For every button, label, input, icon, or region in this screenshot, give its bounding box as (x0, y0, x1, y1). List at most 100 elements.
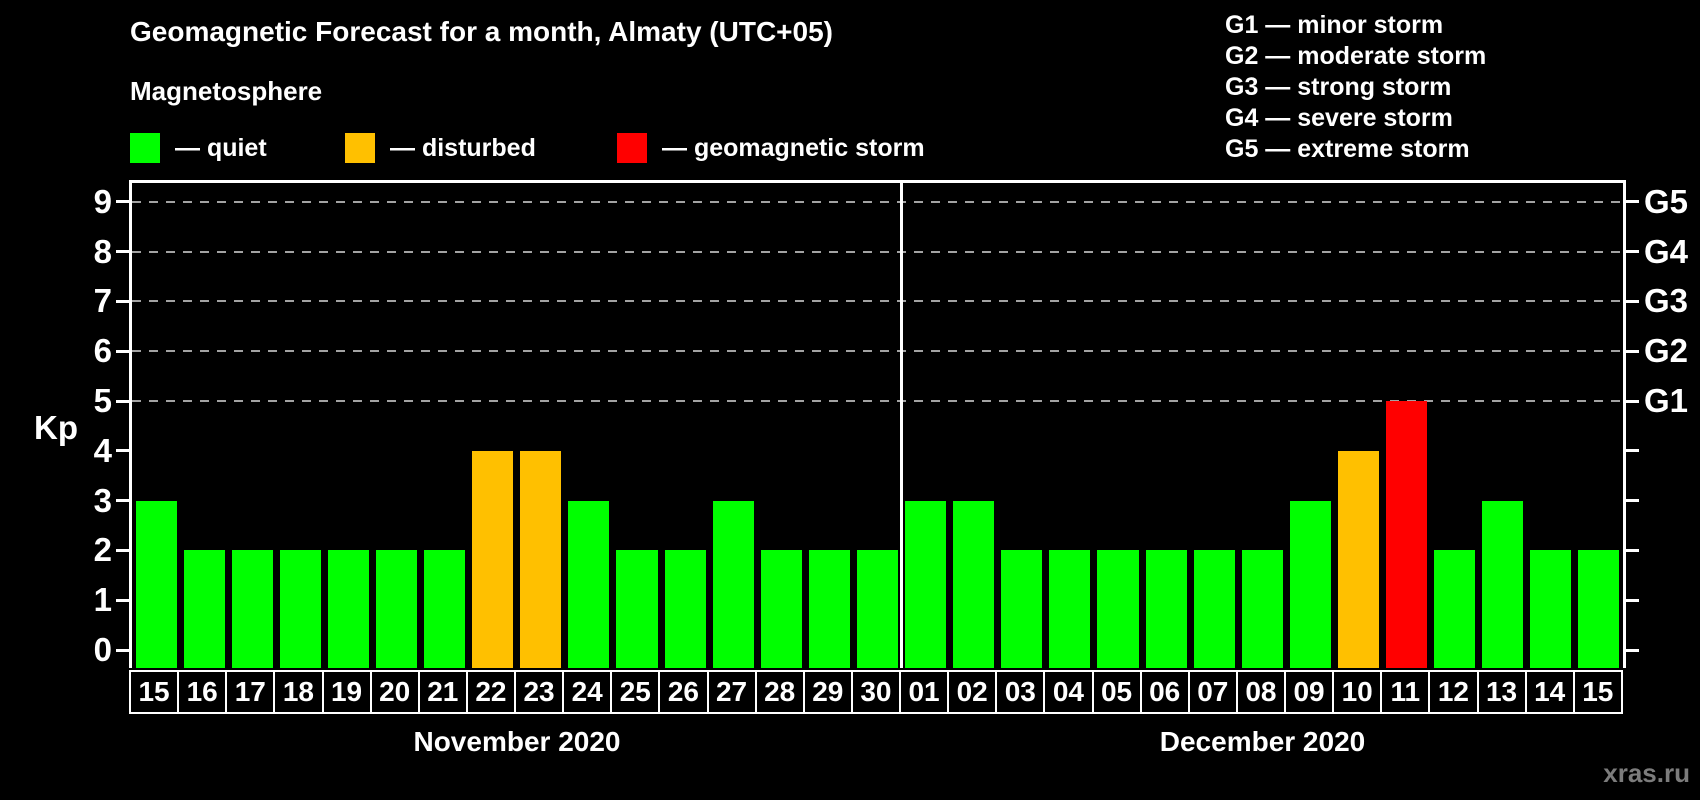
plot-area (129, 180, 1626, 668)
day-cell-26: 26 (658, 670, 709, 714)
day-cell-07: 07 (1187, 670, 1238, 714)
bar-day-14 (1530, 550, 1572, 668)
day-cell-05: 05 (1091, 670, 1142, 714)
bar-day-17 (231, 550, 273, 668)
y-tick-label-1: 1 (93, 581, 112, 619)
day-cell-25: 25 (610, 670, 661, 714)
day-cell-03: 03 (995, 670, 1046, 714)
right-tick-4 (1626, 449, 1639, 453)
day-cell-02: 02 (947, 670, 998, 714)
g-legend-line-5: G5 — extreme storm (1225, 135, 1470, 163)
legend-swatch-disturbed (345, 133, 375, 163)
y-tick-5 (116, 399, 129, 403)
day-cell-15: 15 (1572, 670, 1623, 714)
right-tick-0 (1626, 648, 1639, 652)
bar-day-08 (1241, 550, 1283, 668)
bar-day-18 (279, 550, 321, 668)
bar-day-15 (1578, 550, 1620, 668)
gridline-kp9 (132, 200, 1623, 203)
bar-day-15 (135, 500, 177, 668)
bar-day-04 (1049, 550, 1091, 668)
day-cell-09: 09 (1284, 670, 1335, 714)
day-cell-17: 17 (225, 670, 276, 714)
bar-day-30 (856, 550, 899, 668)
bar-day-07 (1193, 550, 1235, 668)
y-tick-1 (116, 598, 129, 602)
y-tick-label-7: 7 (93, 282, 112, 320)
g-legend-line-2: G2 — moderate storm (1225, 42, 1487, 70)
bar-day-16 (183, 550, 225, 668)
legend-item-quiet: — quiet (130, 132, 267, 164)
y-tick-label-4: 4 (93, 431, 112, 469)
g-scale-legend: G1 — minor storm G2 — moderate storm G3 — … (1225, 10, 1486, 165)
day-cell-06: 06 (1139, 670, 1190, 714)
right-tick-5 (1626, 399, 1639, 403)
legend-swatch-storm (617, 133, 647, 163)
bar-day-06 (1145, 550, 1187, 668)
bar-day-09 (1289, 500, 1331, 668)
y-tick-label-8: 8 (93, 232, 112, 270)
watermark: xras.ru (1603, 758, 1690, 788)
right-tick-6 (1626, 349, 1639, 353)
day-cell-27: 27 (706, 670, 757, 714)
right-axis-label-g4: G4 (1644, 232, 1689, 270)
day-cell-28: 28 (754, 670, 805, 714)
bar-day-23 (520, 450, 562, 668)
g-legend-line-4: G4 — severe storm (1225, 104, 1453, 132)
right-tick-3 (1626, 499, 1639, 503)
day-cell-14: 14 (1524, 670, 1575, 714)
day-cell-20: 20 (369, 670, 420, 714)
day-cell-16: 16 (177, 670, 228, 714)
y-tick-label-3: 3 (93, 481, 112, 519)
right-axis-label-g2: G2 (1644, 332, 1689, 370)
month-divider-line (900, 183, 904, 668)
day-cell-08: 08 (1235, 670, 1286, 714)
y-tick-4 (116, 449, 129, 453)
bar-day-26 (664, 550, 706, 668)
bar-day-02 (953, 500, 995, 668)
chart-title: Geomagnetic Forecast for a month, Almaty… (130, 16, 833, 47)
right-tick-8 (1626, 250, 1639, 254)
day-cell-30: 30 (850, 670, 901, 714)
y-tick-2 (116, 548, 129, 552)
day-cell-23: 23 (514, 670, 565, 714)
day-cell-18: 18 (273, 670, 324, 714)
y-tick-8 (116, 250, 129, 254)
right-tick-1 (1626, 598, 1639, 602)
bar-day-03 (1001, 550, 1043, 668)
y-tick-9 (116, 200, 129, 204)
right-tick-7 (1626, 299, 1639, 303)
chart-subtitle: Magnetosphere (130, 76, 323, 106)
y-tick-7 (116, 299, 129, 303)
y-tick-label-0: 0 (93, 631, 112, 668)
day-cell-10: 10 (1332, 670, 1383, 714)
day-cell-22: 22 (465, 670, 516, 714)
gridline-kp6 (132, 350, 1623, 353)
legend-item-disturbed: — disturbed (345, 132, 536, 164)
bar-day-25 (616, 550, 658, 668)
day-cell-15: 15 (129, 670, 180, 714)
y-tick-label-6: 6 (93, 332, 112, 370)
legend-item-storm: — geomagnetic storm (617, 132, 925, 164)
legend-label-quiet: — quiet (175, 133, 267, 162)
legend-swatch-quiet (130, 133, 160, 163)
bar-day-10 (1337, 450, 1379, 668)
y-tick-6 (116, 349, 129, 353)
right-tick-9 (1626, 200, 1639, 204)
day-cell-11: 11 (1380, 670, 1431, 714)
right-tick-2 (1626, 548, 1639, 552)
bar-day-27 (712, 500, 754, 668)
day-cell-04: 04 (1043, 670, 1094, 714)
bar-day-12 (1434, 550, 1476, 668)
month-label-december: December 2020 (1159, 726, 1366, 757)
day-axis-row: 15 16 17 18 19 20 21 22 23 24 25 26 27 28 29 30 01 02 03 04… (129, 670, 1623, 714)
day-cell-01: 01 (899, 670, 950, 714)
g-legend-line-3: G3 — strong storm (1225, 73, 1452, 101)
right-axis-label-g5: G5 (1644, 182, 1689, 220)
legend-label-disturbed: — disturbed (390, 133, 536, 162)
y-tick-label-2: 2 (93, 531, 112, 569)
bar-day-24 (568, 500, 610, 668)
y-axis-label: Kp (34, 408, 78, 446)
gridline-kp5 (132, 400, 1623, 402)
y-tick-label-5: 5 (93, 382, 112, 419)
